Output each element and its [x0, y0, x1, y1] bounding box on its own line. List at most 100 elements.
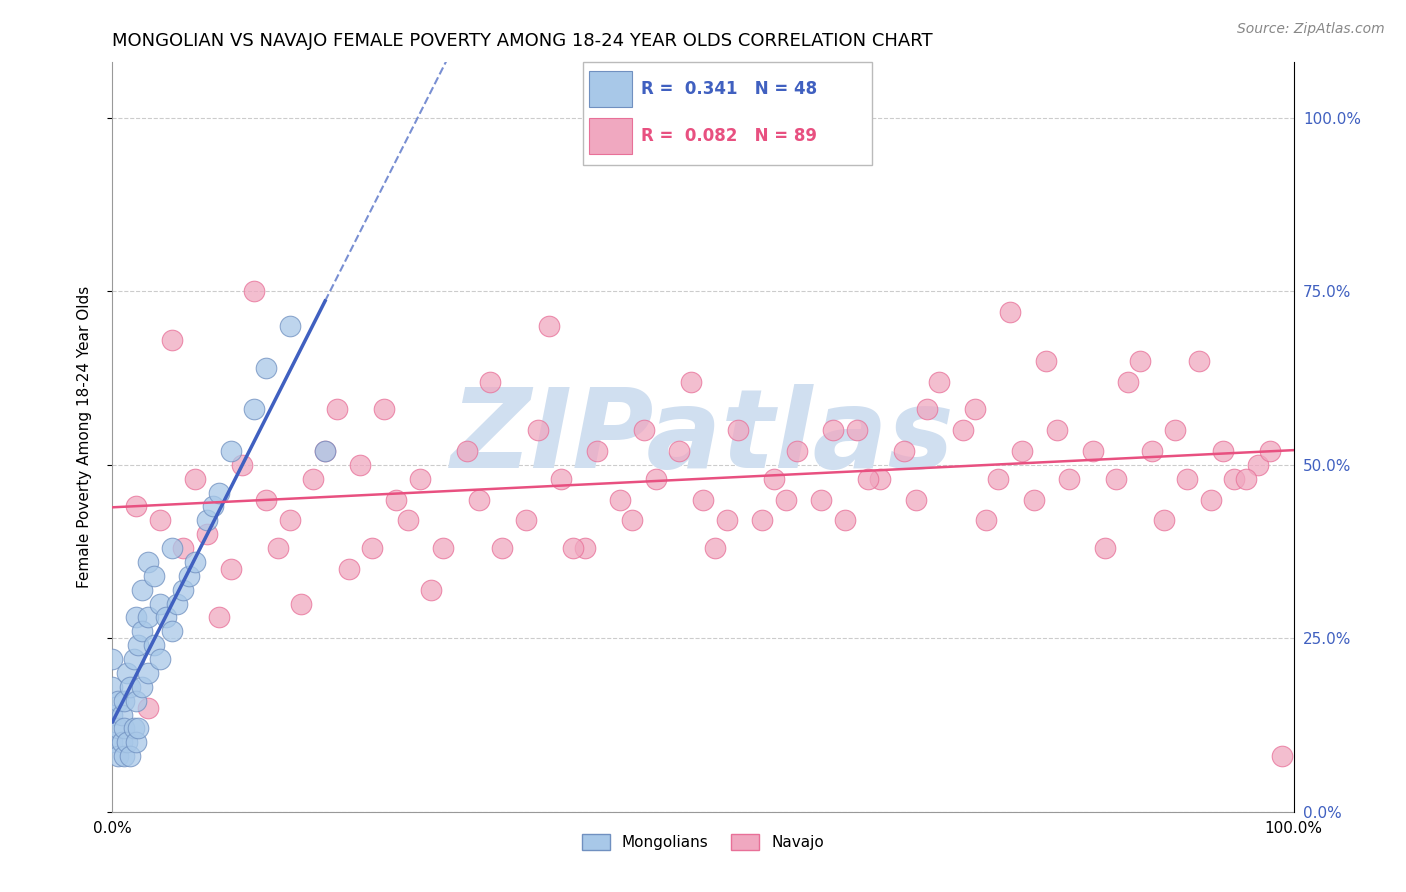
Point [195, 513, 218, 527]
Point [127, 722, 149, 736]
Point [644, 472, 666, 486]
Point [142, 569, 165, 583]
Point [125, 735, 148, 749]
Point [515, 513, 537, 527]
Point [267, 541, 290, 555]
Point [125, 500, 148, 514]
Point [432, 541, 454, 555]
Point [136, 665, 159, 680]
Point [1175, 472, 1198, 486]
Point [337, 562, 360, 576]
Point [120, 749, 142, 764]
Point [290, 597, 312, 611]
Point [786, 444, 808, 458]
Point [396, 513, 419, 527]
Point [727, 423, 749, 437]
Text: ZIPatlas: ZIPatlas [451, 384, 955, 491]
Point [254, 492, 277, 507]
Point [1223, 472, 1246, 486]
Point [243, 285, 266, 299]
Point [112, 749, 135, 764]
Point [751, 513, 773, 527]
Point [550, 472, 572, 486]
Point [1234, 472, 1257, 486]
Point [869, 472, 891, 486]
Point [810, 492, 832, 507]
Point [1247, 458, 1270, 472]
Point [149, 652, 172, 666]
Point [302, 472, 325, 486]
Point [155, 610, 177, 624]
Point [420, 582, 443, 597]
Point [208, 610, 231, 624]
Point [107, 749, 129, 764]
Point [219, 562, 242, 576]
Point [115, 735, 138, 749]
Point [963, 402, 986, 417]
Point [107, 694, 129, 708]
Text: Source: ZipAtlas.com: Source: ZipAtlas.com [1237, 22, 1385, 37]
Point [574, 541, 596, 555]
Point [1105, 472, 1128, 486]
Point [195, 527, 218, 541]
Point [201, 500, 224, 514]
Point [112, 694, 135, 708]
Point [120, 680, 142, 694]
Point [127, 638, 149, 652]
Point [125, 610, 148, 624]
Point [349, 458, 371, 472]
Point [172, 582, 194, 597]
Point [101, 735, 124, 749]
Point [208, 485, 231, 500]
Point [976, 513, 998, 527]
Point [136, 700, 159, 714]
Point [1153, 513, 1175, 527]
Point [562, 541, 585, 555]
Point [893, 444, 915, 458]
Point [1116, 375, 1139, 389]
Point [762, 472, 785, 486]
Point [1258, 444, 1281, 458]
Point [1057, 472, 1080, 486]
Point [1046, 423, 1069, 437]
Point [917, 402, 939, 417]
Point [373, 402, 395, 417]
Point [160, 624, 183, 639]
Point [254, 360, 277, 375]
Point [821, 423, 844, 437]
Point [668, 444, 690, 458]
Point [716, 513, 738, 527]
Point [904, 492, 927, 507]
Point [131, 624, 153, 639]
Point [131, 582, 153, 597]
Point [1094, 541, 1116, 555]
FancyBboxPatch shape [583, 62, 872, 165]
FancyBboxPatch shape [589, 118, 633, 153]
Point [219, 444, 242, 458]
Point [111, 735, 134, 749]
Point [160, 333, 183, 347]
Point [1164, 423, 1187, 437]
Point [479, 375, 502, 389]
Point [101, 707, 124, 722]
Point [845, 423, 868, 437]
Point [408, 472, 430, 486]
Text: MONGOLIAN VS NAVAJO FEMALE POVERTY AMONG 18-24 YEAR OLDS CORRELATION CHART: MONGOLIAN VS NAVAJO FEMALE POVERTY AMONG… [112, 32, 934, 50]
Point [1035, 353, 1057, 368]
Point [326, 402, 349, 417]
Point [243, 402, 266, 417]
Point [538, 319, 561, 334]
Point [1140, 444, 1163, 458]
Point [385, 492, 408, 507]
Point [179, 569, 201, 583]
Point [101, 652, 124, 666]
Point [149, 513, 172, 527]
Point [1011, 444, 1033, 458]
Point [681, 375, 703, 389]
Point [775, 492, 797, 507]
Point [107, 722, 129, 736]
Point [160, 541, 183, 555]
Point [184, 555, 207, 569]
Point [172, 541, 194, 555]
Point [184, 472, 207, 486]
